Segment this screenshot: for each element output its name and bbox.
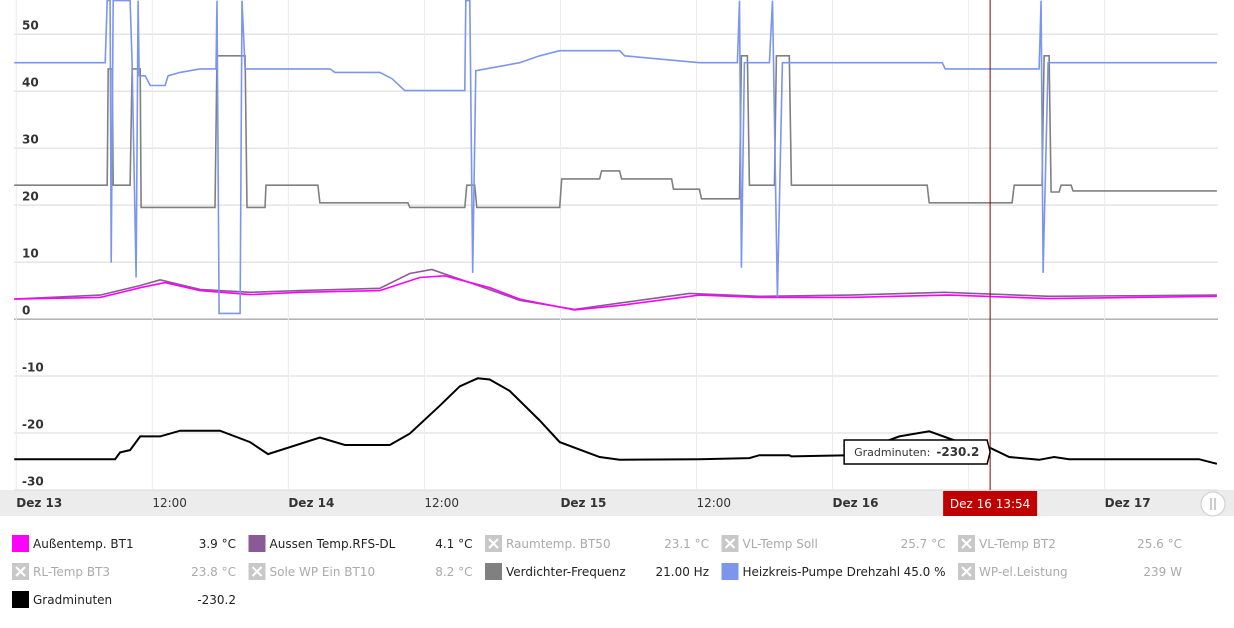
y-tick-label: 50 [22, 19, 39, 33]
tooltip-box [843, 439, 991, 465]
legend-reading: 239 W [1143, 565, 1182, 579]
series-line [14, 377, 1218, 465]
legend-name: VL-Temp Soll [743, 537, 818, 551]
y-tick-label: 20 [22, 190, 39, 204]
legend-item[interactable]: VL-Temp BT2 25.6 °C [958, 535, 1182, 552]
legend-swatch [248, 535, 266, 552]
legend-reading: 3.9 °C [199, 537, 236, 551]
legend-name: Gradminuten [33, 593, 112, 607]
legend-item[interactable]: WP-el.Leistung 239 W [958, 563, 1182, 580]
x-tick-label: 12:00 [152, 496, 187, 510]
tooltip-text: Gradminuten: -230.2 [854, 445, 979, 459]
x-tick-label: 12:00 [424, 496, 459, 510]
legend-reading: 4.1 °C [435, 537, 472, 551]
legend-x [251, 566, 263, 577]
legend-name: Außentemp. BT1 [33, 537, 134, 551]
y-tick-label: 30 [22, 133, 39, 147]
legend-item[interactable]: Sole WP Ein BT10 8.2 °C [248, 563, 473, 580]
legend-reading: 25.6 °C [1137, 537, 1182, 551]
legend-item[interactable]: VL-Temp Soll 25.7 °C [721, 535, 946, 552]
y-tick-label: 0 [22, 304, 30, 318]
legend-item[interactable]: Aussen Temp.RFS-DL 4.1 °C [248, 535, 473, 552]
legend-swatch [721, 563, 739, 580]
y-tick-label: -10 [22, 361, 44, 375]
legend-item[interactable]: RL-Temp BT3 23.8 °C [12, 563, 236, 580]
legend-name: RL-Temp BT3 [33, 565, 110, 579]
legend-name: WP-el.Leistung [979, 565, 1068, 579]
legend-x [724, 538, 736, 549]
x-tick-label: 12:00 [696, 496, 731, 510]
legend-reading: 23.8 °C [191, 565, 236, 579]
legend-name: Sole WP Ein BT10 [270, 565, 376, 579]
legend-item[interactable]: Gradminuten -230.2 [12, 591, 236, 608]
y-tick-label: 10 [22, 247, 39, 261]
x-tick-label: Dez 13 [16, 496, 62, 510]
cursor-label: Dez 16 13:54 [950, 497, 1030, 511]
series-line [14, 268, 1217, 311]
legend-swatch [485, 563, 502, 580]
legend-swatch [12, 591, 29, 608]
legend-item[interactable]: Raumtemp. BT50 23.1 °C [485, 535, 709, 552]
cursor-label-box [943, 491, 1038, 516]
legend-reading: 45.0 % [904, 565, 946, 579]
scroll-handle[interactable] [1200, 491, 1226, 517]
legend-item[interactable]: Außentemp. BT1 3.9 °C [12, 535, 236, 552]
legend-x [15, 566, 26, 577]
legend-x [961, 566, 972, 577]
legend-reading: 25.7 °C [901, 537, 946, 551]
tooltip-value: -230.2 [936, 445, 979, 459]
tooltip-name: Gradminuten: [854, 446, 930, 459]
x-tick-label: Dez 15 [560, 496, 606, 510]
x-tick-label: Dez 14 [288, 496, 334, 510]
legend-x [961, 538, 972, 549]
legend-name: Verdichter-Frequenz [506, 565, 626, 579]
x-tick-label: Dez 17 [1105, 496, 1151, 510]
x-tick-label: Dez 16 [833, 496, 879, 510]
legend-swatch [12, 535, 29, 552]
legend-reading: -230.2 [197, 593, 236, 607]
legend-reading: 8.2 °C [435, 565, 472, 579]
legend-name: Raumtemp. BT50 [506, 537, 611, 551]
y-tick-label: 40 [22, 76, 39, 90]
y-tick-label: -20 [22, 418, 44, 432]
y-tick-label: -30 [22, 475, 44, 489]
legend-reading: 21.00 Hz [656, 565, 710, 579]
legend-name: Aussen Temp.RFS-DL [270, 537, 396, 551]
legend-x [488, 538, 499, 549]
legend-name: Heizkreis-Pumpe Drehzahl [743, 565, 901, 579]
series-line [14, 55, 1217, 209]
legend-name: VL-Temp BT2 [979, 537, 1056, 551]
series-line [14, 274, 1217, 311]
series-line [14, 0, 1217, 315]
legend-item[interactable]: Heizkreis-Pumpe Drehzahl 45.0 % [721, 563, 946, 580]
legend-reading: 23.1 °C [664, 537, 709, 551]
legend-item[interactable]: Verdichter-Frequenz 21.00 Hz [485, 563, 709, 580]
